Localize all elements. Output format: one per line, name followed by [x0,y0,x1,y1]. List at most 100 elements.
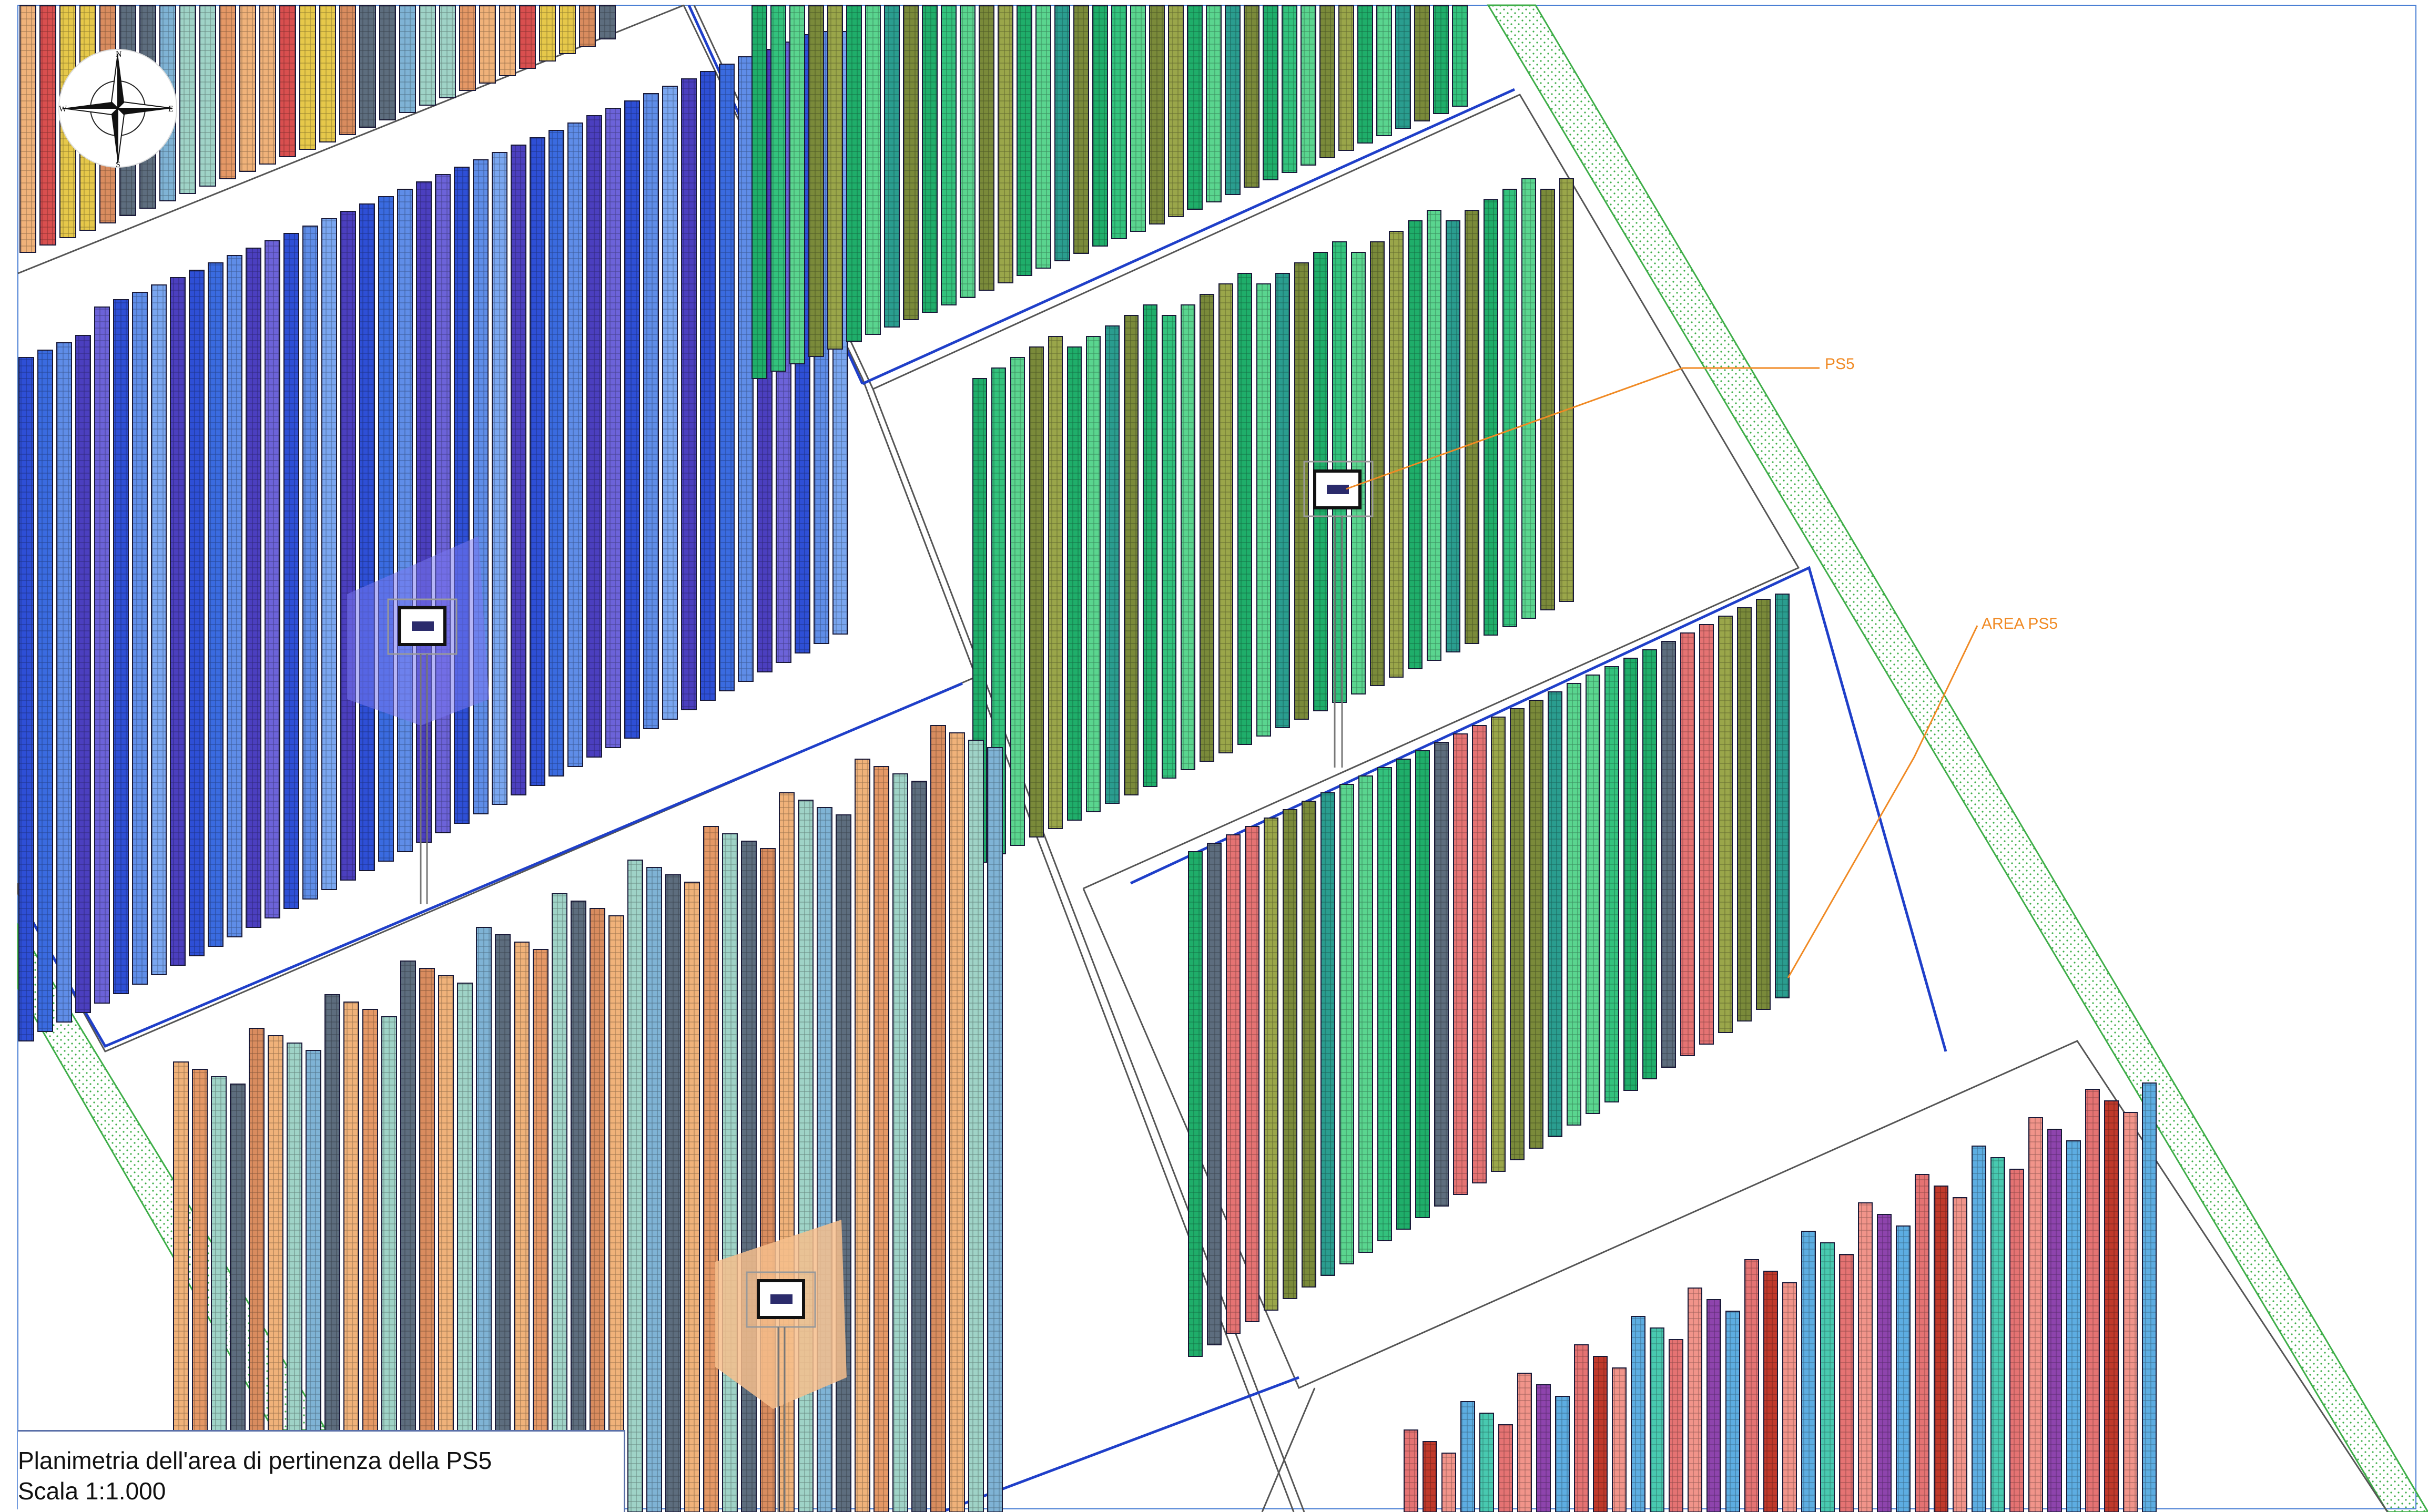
block-orange-row-cells [931,726,946,1512]
block-red-row-cells [2010,1169,2024,1512]
block-blue-row-cells [19,357,34,1041]
block-green-ps5-row-cells [1389,231,1403,677]
compass-east: E [168,105,174,114]
block-green-top-row-cells [922,5,937,312]
compass-rose-icon: N S E W [58,49,177,169]
callout-area-ps5: AREA PS5 [1787,615,2058,978]
block-green-lower-row-cells [1378,768,1391,1241]
block-orange-row-cells [514,942,529,1512]
block-top-left-row-cells [40,5,56,245]
block-orange-row-cells [798,800,813,1512]
block-green-top-row-cells [1396,5,1410,128]
substation-ps-blue [387,598,458,904]
block-green-ps5-row-cells [1011,357,1024,845]
block-green-ps5-row-cells [1143,305,1157,786]
block-red-row-cells [1896,1226,1910,1512]
block-orange-row-cells [912,781,927,1512]
block-red-row-cells [2142,1083,2156,1512]
block-green-top-row-cells [941,5,956,305]
block-red-row-cells [2105,1101,2118,1512]
block-green-lower-row-cells [1605,667,1619,1102]
block-blue-row-cells [682,79,696,710]
block-green-ps5-row-cells [1522,179,1536,618]
block-green-lower-row-cells [1472,726,1486,1183]
block-blue-row-cells [76,335,90,1013]
block-blue-row-cells [644,94,658,729]
block-green-ps5-row-cells [1124,315,1138,795]
pv-panel-blocks [18,5,2157,1512]
block-green-top-row-cells [1206,5,1221,202]
block-blue-row-cells [170,278,185,965]
block-green-top-row-cells [809,5,824,356]
block-red-row-cells [2086,1089,2099,1512]
block-green-ps5-row-cells [1086,336,1100,812]
block-green-ps5-row-cells [1068,347,1081,820]
block-green-lower-row-cells [1207,843,1221,1345]
block-green-lower-row-cells [1188,852,1202,1356]
block-top-left-row-cells [480,5,495,83]
block-blue-row-cells [379,197,393,861]
block-green-lower-row-cells [1416,751,1429,1218]
block-green-top-row-cells [1301,5,1316,165]
block-green-ps5-row-cells [1465,210,1479,643]
block-blue-row-cells [189,270,204,956]
block-orange-row-cells [893,774,908,1512]
block-blue-row-cells [530,138,545,785]
block-top-left-row-cells [380,5,395,120]
block-top-left-row-cells [540,5,555,61]
block-orange-row-cells [571,901,586,1512]
substation-ps5 [1303,461,1374,768]
block-green-top-row-cells [1225,5,1240,195]
block-red-row-cells [1745,1260,1759,1512]
block-orange-row-cells [609,916,624,1512]
block-red-row-cells [1461,1402,1475,1512]
block-green-top-row-cells [1074,5,1089,253]
block-orange-row-cells [666,875,680,1512]
block-blue-row-cells [246,248,261,927]
block-green-ps5-row-cells [1257,284,1271,736]
block-red-row-cells [1783,1283,1796,1512]
block-green-top-row-cells [1169,5,1183,217]
block-blue-row-cells [473,160,488,814]
block-top-left-row-cells [180,5,196,193]
block-red-row-cells [2124,1112,2137,1512]
block-orange-row-cells [704,826,718,1512]
block-green-ps5-row-cells [1503,189,1517,627]
block-green-top-row-cells [1187,5,1202,209]
block-green-ps5-row-cells [1030,347,1043,837]
block-red-row-cells [1991,1158,2005,1512]
block-orange-row-cells [950,733,964,1512]
block-green-ps5-row-cells [1200,294,1214,761]
block-green-top-row-cells [790,5,805,364]
block-top-left-row-cells [460,5,475,90]
block-blue-row-cells [663,86,677,719]
block-red-row-cells [1499,1425,1512,1512]
block-top-left-row-cells [220,5,236,179]
block-top-left-row-cells [320,5,336,142]
block-green-lower-row-cells [1529,700,1543,1148]
block-orange-row-cells [439,976,453,1512]
block-top-left-row-cells [260,5,276,164]
block-top-left-row-cells [20,5,36,252]
block-top-left-row-cells [520,5,535,68]
block-blue-row-cells [511,145,526,795]
block-green-ps5-row-cells [1105,326,1119,803]
block-green-top-row-cells [1036,5,1051,268]
block-green-top-row-cells [998,5,1013,283]
block-green-top-row-cells [1017,5,1032,275]
block-top-left-row-cells [420,5,435,105]
block-orange-row-cells [988,748,1002,1512]
block-red-row-cells [1669,1340,1683,1512]
block-green-lower-row-cells [1510,709,1524,1160]
block-green-lower-row-cells [1340,784,1354,1264]
block-red-row-cells [1404,1430,1418,1512]
block-red-row-cells [1858,1203,1872,1512]
block-green-top-row-cells [828,5,842,349]
block-red-row-cells [2029,1118,2043,1512]
block-green-lower-row-cells [1775,594,1789,998]
block-green-ps5-row-cells [1427,210,1441,660]
block-blue-row-cells [38,350,53,1031]
block-red-row-cells [2048,1129,2061,1512]
block-green-lower-row-cells [1359,776,1373,1252]
block-blue-row-cells [700,71,715,700]
